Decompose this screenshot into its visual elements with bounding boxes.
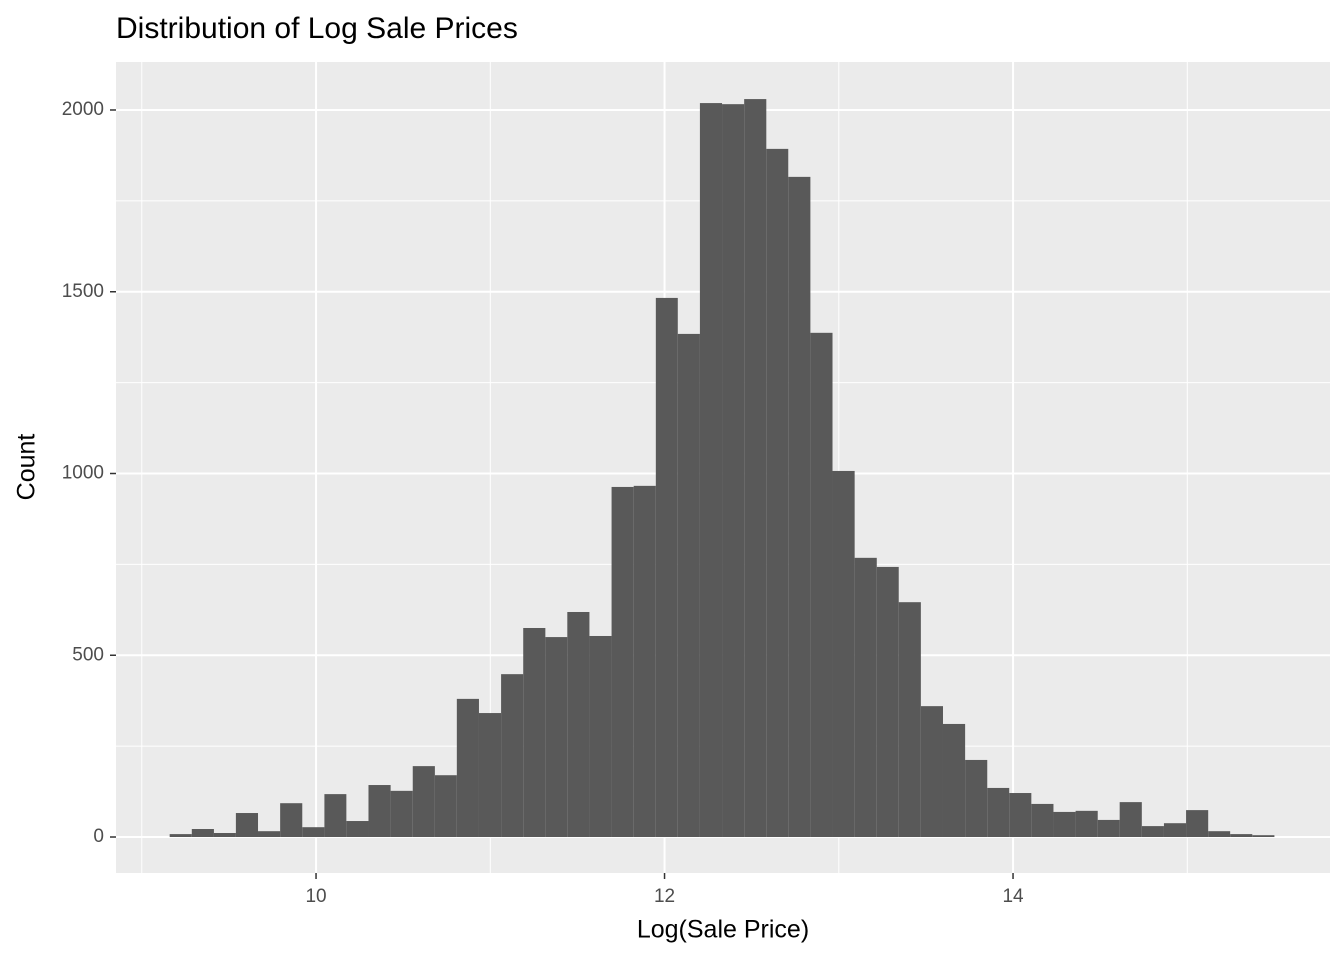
bar — [1186, 810, 1209, 838]
bar — [1075, 810, 1098, 838]
bar — [478, 713, 502, 838]
bar — [677, 333, 700, 838]
bar — [1163, 823, 1187, 838]
bar — [920, 706, 943, 838]
bar — [987, 787, 1010, 838]
bar — [1009, 793, 1032, 838]
bar — [368, 785, 391, 838]
bar — [898, 602, 921, 838]
y-axis-title: Count — [13, 434, 41, 501]
bar — [1053, 811, 1076, 838]
bar — [788, 176, 811, 838]
bar — [324, 794, 347, 838]
bar — [390, 790, 413, 838]
bar — [810, 332, 833, 838]
bar — [434, 775, 457, 838]
bar — [501, 674, 524, 838]
bar — [412, 766, 435, 838]
bar — [965, 759, 988, 838]
bar — [1208, 831, 1231, 838]
bar — [1031, 803, 1054, 838]
bar — [258, 831, 281, 838]
bar — [854, 557, 877, 838]
y-tick-label: 0 — [93, 826, 104, 847]
bar — [655, 297, 678, 838]
bar — [1097, 819, 1120, 838]
x-tick-label: 12 — [654, 886, 675, 907]
bar — [1252, 835, 1275, 838]
bar — [633, 485, 656, 838]
bar — [456, 698, 479, 838]
bar — [611, 486, 634, 838]
y-tick-label: 1500 — [62, 281, 104, 302]
bar — [766, 148, 789, 838]
bar — [744, 99, 767, 838]
bar — [942, 723, 966, 838]
bar — [567, 611, 590, 838]
bar — [699, 103, 723, 838]
bar — [1230, 834, 1253, 838]
x-tick-label: 10 — [305, 886, 326, 907]
bar — [832, 470, 855, 838]
bar — [876, 566, 899, 838]
bar — [1141, 826, 1164, 838]
bar — [589, 635, 612, 838]
bar — [302, 827, 325, 838]
bar — [280, 803, 303, 838]
bar — [1119, 802, 1142, 838]
bar — [235, 813, 259, 838]
y-tick-label: 1000 — [62, 463, 104, 484]
bar — [169, 834, 192, 838]
bar — [213, 833, 236, 838]
bar — [545, 637, 568, 838]
y-tick-label: 500 — [72, 644, 104, 665]
bar — [523, 627, 546, 838]
x-axis-title: Log(Sale Price) — [637, 916, 809, 944]
bar — [346, 821, 369, 838]
chart-title: Distribution of Log Sale Prices — [116, 12, 518, 45]
bar — [722, 104, 745, 838]
bars — [169, 99, 1275, 838]
x-tick-label: 14 — [1002, 886, 1024, 907]
bar — [191, 829, 214, 838]
y-tick-label: 2000 — [62, 99, 104, 120]
